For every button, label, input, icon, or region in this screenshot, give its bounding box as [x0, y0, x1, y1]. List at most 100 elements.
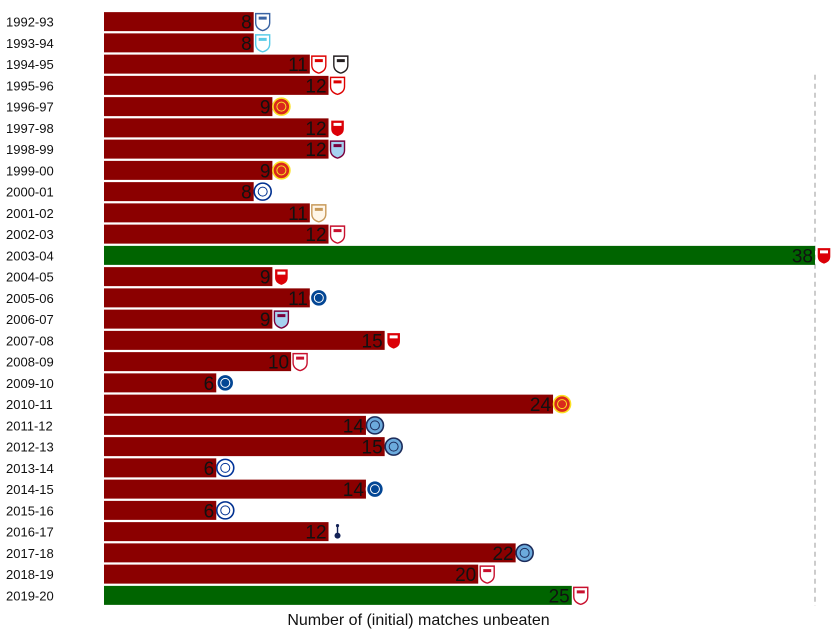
data-label: 8: [241, 13, 252, 34]
bar: [104, 479, 366, 499]
bar: [104, 522, 329, 542]
manchester-united-crest-icon: [272, 161, 291, 180]
bar: [104, 118, 329, 138]
data-label: 12: [305, 119, 326, 140]
category-label: 1998-99: [6, 142, 54, 157]
data-label: 12: [305, 140, 326, 161]
category-label: 2013-14: [6, 461, 54, 476]
bar: [104, 500, 217, 520]
coventry-city-crest-icon: [254, 34, 271, 53]
category-label: 2011-12: [6, 418, 53, 433]
arsenal-crest-icon: [385, 331, 402, 351]
liverpool-crest-icon: [479, 565, 495, 584]
category-label: 2016-17: [6, 525, 54, 540]
leicester-city-crest-icon: [253, 182, 272, 201]
data-label: 14: [343, 416, 365, 437]
category-label: 2004-05: [6, 270, 54, 285]
arsenal-crest-icon: [273, 267, 290, 287]
category-label: 2005-06: [6, 291, 54, 306]
newcastle-united-crest-icon: [333, 55, 349, 74]
category-label: 2007-08: [6, 333, 54, 348]
aston-villa-crest-icon: [273, 310, 290, 329]
data-label: 6: [204, 501, 215, 522]
bar: [104, 12, 254, 32]
category-label: 2006-07: [6, 312, 54, 327]
manchester-city-crest-icon: [515, 543, 534, 563]
tottenham-hotspur-crest-icon: [334, 524, 341, 539]
leicester-city-crest-icon: [215, 501, 235, 520]
data-label: 14: [343, 480, 365, 501]
aston-villa-crest-icon: [329, 140, 346, 159]
data-label: 9: [260, 268, 271, 289]
data-label: 25: [549, 586, 570, 607]
data-label: 22: [492, 544, 513, 565]
arsenal-crest-icon: [816, 246, 832, 266]
data-label: 20: [455, 565, 476, 586]
data-label: 38: [792, 246, 813, 267]
category-label: 2003-04: [6, 248, 54, 263]
data-label: 15: [362, 438, 383, 459]
category-label: 2002-03: [6, 227, 54, 242]
bar: [104, 352, 292, 372]
category-label: 2017-18: [6, 546, 54, 561]
liverpool-crest-icon: [329, 225, 346, 244]
chelsea-crest-icon: [365, 479, 385, 499]
bar: [104, 458, 217, 478]
everton-crest-icon: [215, 458, 235, 478]
data-label: 8: [241, 183, 252, 204]
data-label: 11: [288, 55, 308, 76]
category-label: 1999-00: [6, 163, 54, 178]
data-label: 6: [204, 374, 215, 395]
liverpool-crest-icon: [292, 352, 308, 372]
bar: [104, 330, 385, 350]
category-label: 2001-02: [6, 206, 54, 221]
category-label: 1997-98: [6, 121, 54, 136]
category-label: 1996-97: [6, 100, 54, 115]
category-label: 2010-11: [6, 397, 53, 412]
bar: [104, 373, 217, 393]
category-label: 1994-95: [6, 57, 54, 72]
leeds-united-crest-icon: [311, 204, 327, 223]
arsenal-crest-icon: [329, 119, 346, 138]
data-label: 11: [288, 204, 308, 225]
data-label: 9: [260, 98, 271, 119]
category-label: 2019-20: [6, 588, 54, 603]
chelsea-crest-icon: [215, 373, 235, 393]
nottingham-forest-crest-icon: [311, 55, 327, 74]
category-label: 2018-19: [6, 567, 54, 582]
category-label: 1993-94: [6, 36, 54, 51]
data-label: 12: [305, 76, 326, 97]
nottingham-forest-crest-icon: [329, 76, 346, 96]
data-label: 12: [305, 523, 326, 544]
bar: [104, 245, 815, 265]
bar: [104, 564, 479, 584]
category-label: 2012-13: [6, 440, 54, 455]
bar: [104, 75, 329, 95]
data-label: 8: [241, 34, 252, 55]
manchester-city-crest-icon: [384, 437, 403, 456]
category-label: 2015-16: [6, 503, 54, 518]
data-label: 15: [362, 331, 383, 352]
category-label: 1992-93: [6, 15, 54, 30]
bar: [104, 288, 310, 308]
category-label: 1995-96: [6, 78, 54, 93]
bar: [104, 33, 254, 53]
manchester-united-crest-icon: [552, 394, 572, 414]
bar: [104, 182, 254, 202]
ipswich-town-crest-icon: [254, 12, 271, 32]
category-label: 2008-09: [6, 355, 54, 370]
bar: [104, 543, 516, 563]
x-axis-label: Number of (initial) matches unbeaten: [287, 612, 550, 629]
bar: [104, 394, 554, 414]
data-label: 24: [530, 395, 552, 416]
bar: [104, 309, 273, 329]
bar: [104, 203, 310, 223]
bar: [104, 267, 273, 287]
data-label: 9: [260, 310, 271, 331]
bar: [104, 415, 366, 435]
category-label: 2009-10: [6, 376, 54, 391]
bar: [104, 54, 310, 74]
data-label: 11: [288, 289, 308, 310]
data-label: 12: [305, 225, 326, 246]
